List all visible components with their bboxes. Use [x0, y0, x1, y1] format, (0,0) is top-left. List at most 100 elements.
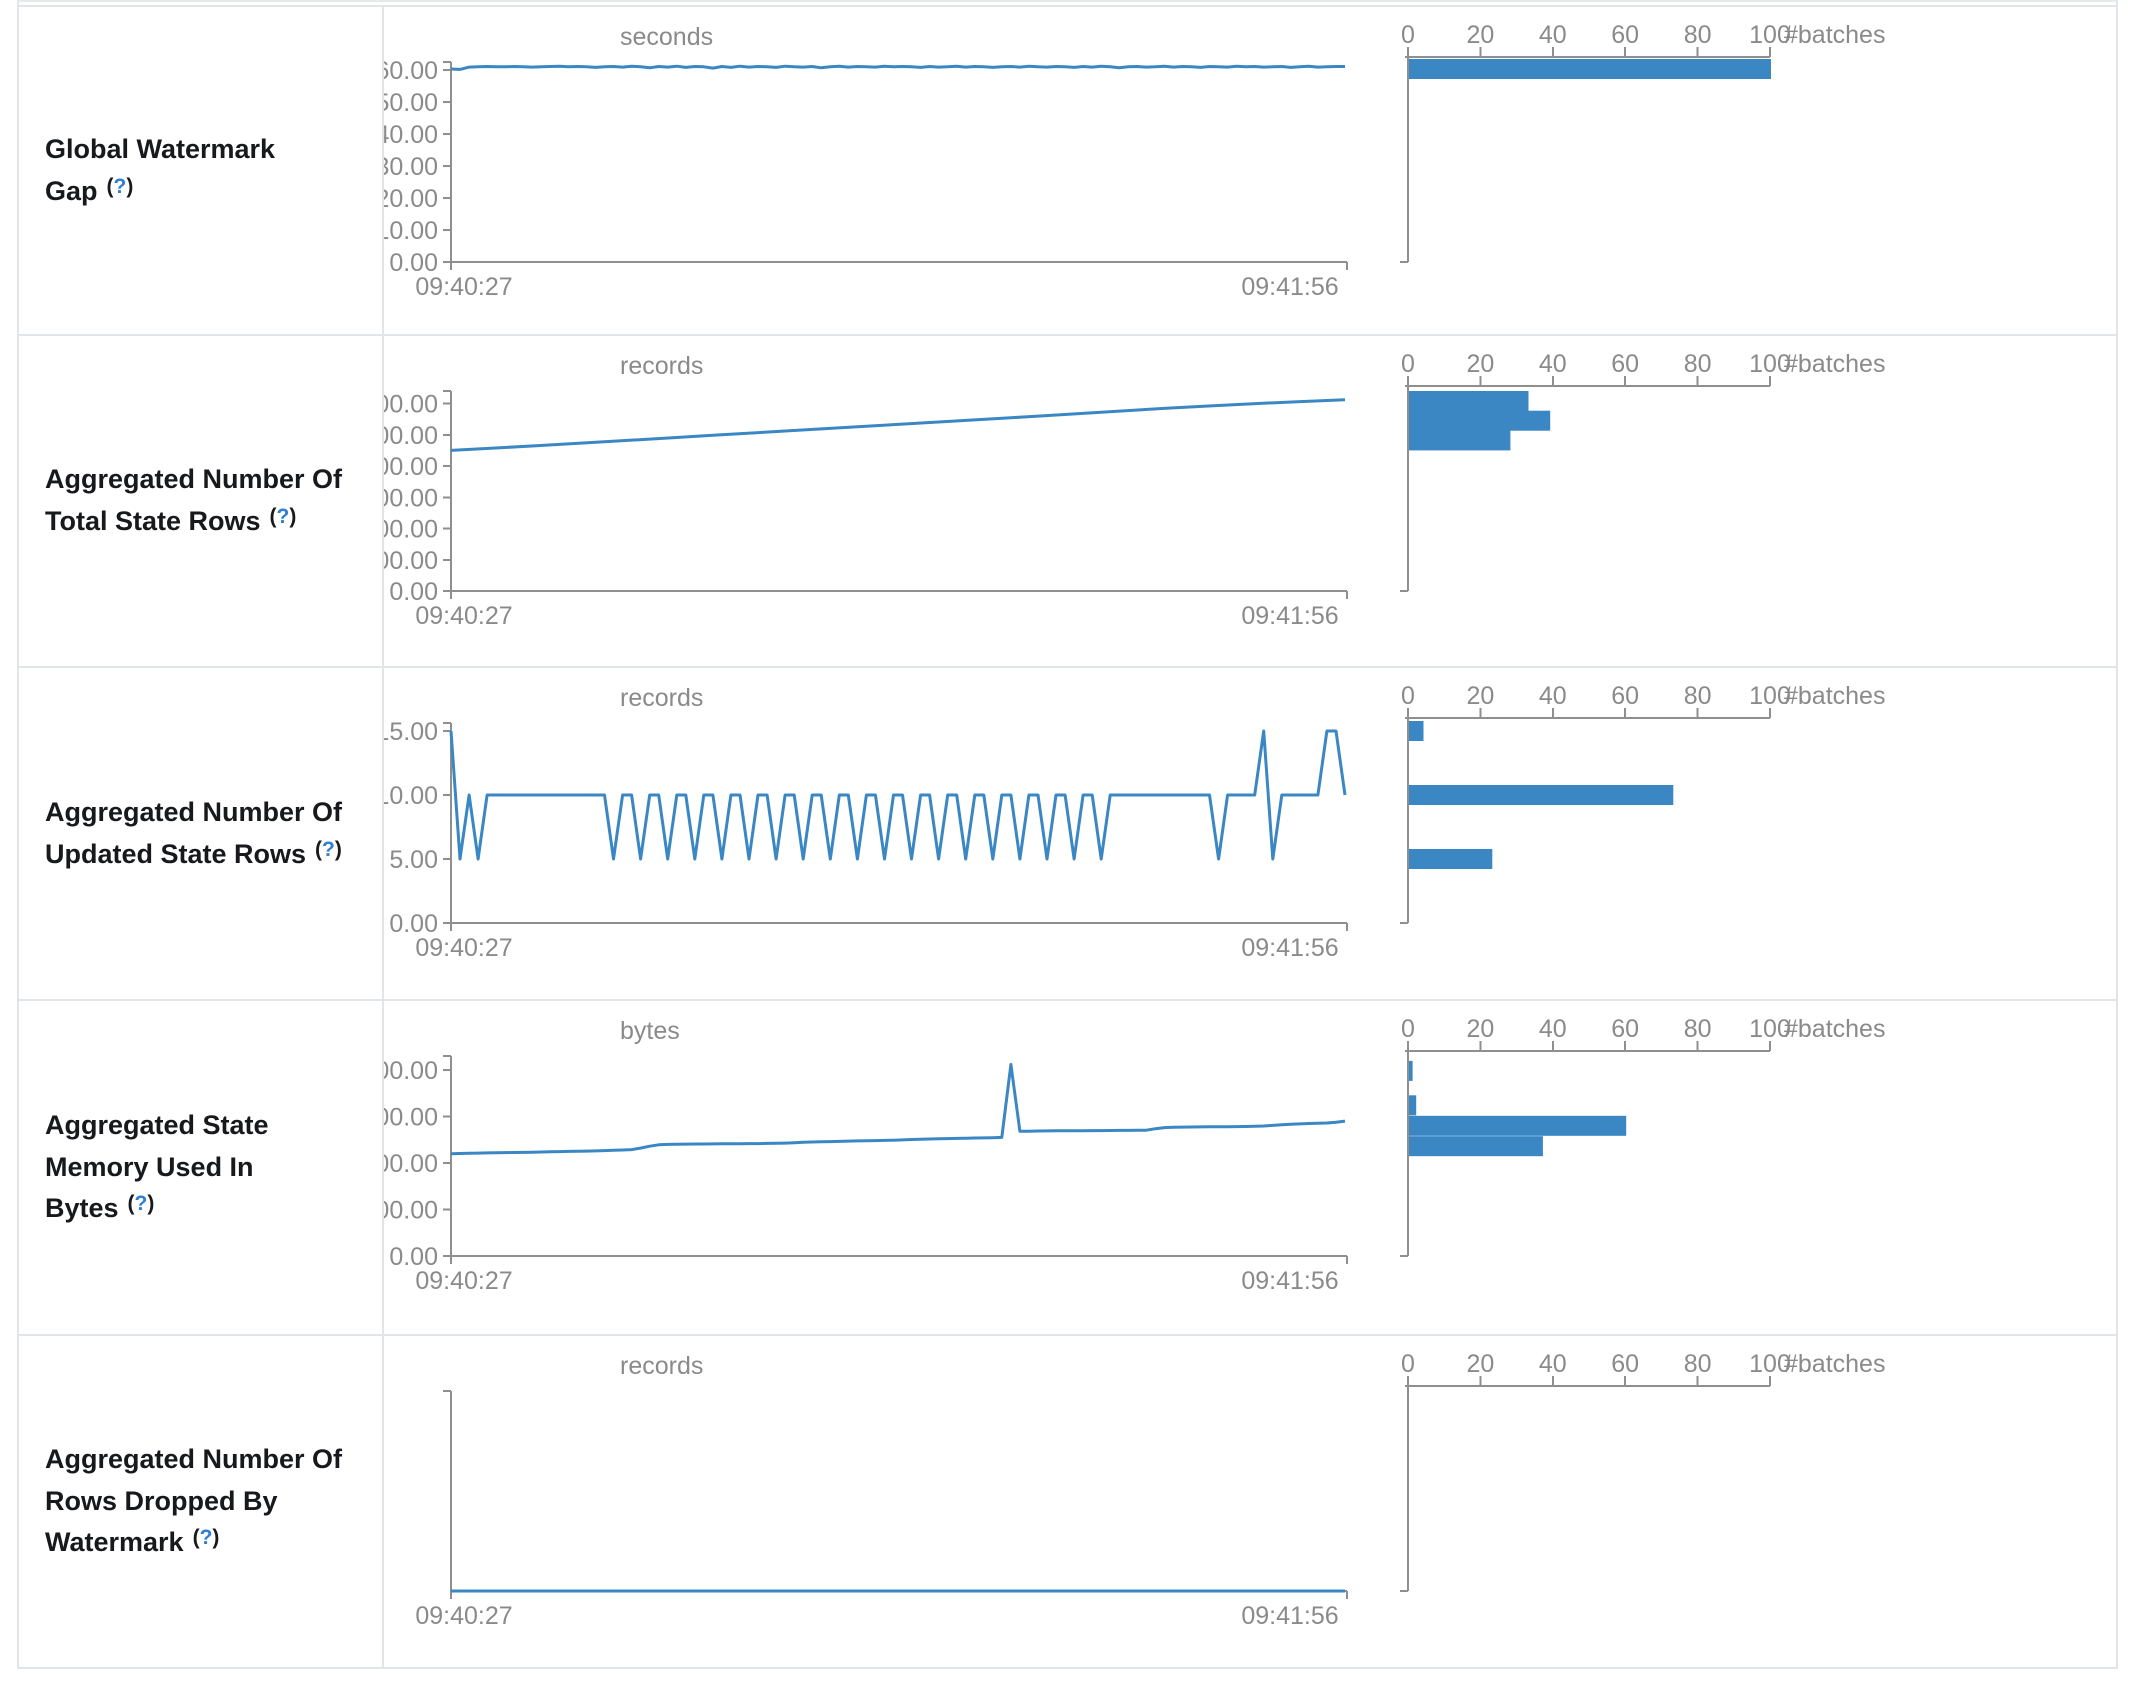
y-tick-label: 40.00	[384, 121, 438, 149]
histogram-bar	[1409, 849, 1493, 869]
histogram-bar	[1409, 410, 1551, 431]
histogram-tick-label: 0	[1401, 1350, 1415, 1378]
time-end-label: 09:41:56	[1241, 934, 1338, 962]
histogram-bar	[1409, 1136, 1543, 1157]
histogram-tick-label: 20	[1466, 682, 1494, 710]
y-tick-label: 1,500,000.00	[384, 1103, 438, 1131]
histogram-bar	[1409, 721, 1424, 741]
batches-unit-label: #batches	[1784, 21, 1885, 49]
histogram-tick-label: 80	[1684, 1350, 1712, 1378]
metric-row: Aggregated State Memory Used In Bytes (?)…	[19, 1001, 2116, 1336]
histogram-tick-label: 40	[1539, 1015, 1567, 1043]
help-paren-close: )	[147, 1192, 155, 1216]
histogram-bar	[1409, 1115, 1627, 1136]
help-marker: (?)	[270, 505, 297, 528]
time-start-label: 09:40:27	[415, 602, 512, 630]
timeline-unit-label: records	[620, 352, 703, 380]
help-paren-close: )	[289, 505, 297, 528]
help-marker: (?)	[193, 1526, 220, 1549]
histogram-chart: 0 20 40 60 80 100#batches	[1400, 1350, 1885, 1592]
row-charts-svg: records 09:40:27 09:41:56 0 20 40 60 80 100#batc…	[415, 1350, 1885, 1630]
histogram-tick-label: 100	[1749, 1015, 1791, 1043]
histogram-tick-label: 80	[1684, 21, 1712, 49]
y-tick-label: 1,000,000.00	[384, 1150, 438, 1178]
time-start-label: 09:40:27	[415, 1602, 512, 1630]
help-paren-close: )	[126, 174, 134, 198]
y-tick-label: 60.00	[384, 57, 438, 85]
batches-unit-label: #batches	[1784, 1015, 1885, 1043]
histogram-tick-label: 100	[1749, 1350, 1791, 1378]
histogram-tick-label: 40	[1539, 1350, 1567, 1378]
streaming-metrics-table: Global Watermark Gap(?)seconds60.0050.00…	[17, 0, 2118, 1669]
help-paren-open: (	[106, 174, 114, 198]
y-tick-label: 500.00	[384, 547, 438, 575]
histogram-tick-label: 100	[1749, 350, 1791, 378]
y-tick-label: 15.00	[384, 718, 438, 746]
histogram-tick-label: 0	[1401, 682, 1415, 710]
metric-label: Aggregated Number Of Updated State Rows(…	[45, 792, 364, 876]
help-marker: (?)	[107, 175, 134, 198]
help-link[interactable]: ?	[322, 837, 335, 861]
histogram-tick-label: 20	[1466, 1015, 1494, 1043]
metric-label-cell: Aggregated Number Of Total State Rows (?)	[19, 336, 384, 666]
help-link[interactable]: ?	[199, 1526, 213, 1550]
row-charts-svg: seconds 60.00 50.00 40.00 30.00 20.00 10.00 0.0…	[384, 21, 1885, 301]
metric-row: Aggregated Number Of Rows Dropped By Wat…	[19, 1336, 2116, 1667]
y-tick-label: 10.00	[384, 217, 438, 245]
histogram-tick-label: 20	[1466, 1350, 1494, 1378]
histogram-tick-label: 80	[1684, 350, 1712, 378]
time-start-label: 09:40:27	[415, 1267, 512, 1295]
timeline-unit-label: bytes	[620, 1017, 680, 1045]
metric-label: Aggregated Number Of Rows Dropped By Wat…	[45, 1439, 364, 1565]
metric-title: Aggregated Number Of Total State Rows	[45, 464, 343, 536]
metric-row: Aggregated Number Of Updated State Rows(…	[19, 668, 2116, 1001]
timeline-chart: seconds 60.00 50.00 40.00 30.00 20.00 10.00 0.0…	[384, 23, 1348, 301]
histogram-tick-label: 40	[1539, 350, 1567, 378]
histogram-bar	[1409, 1095, 1417, 1116]
metric-label-cell: Aggregated Number Of Rows Dropped By Wat…	[19, 1336, 384, 1667]
histogram-bar	[1409, 430, 1511, 451]
batches-unit-label: #batches	[1784, 1350, 1885, 1378]
help-paren-open: (	[269, 505, 277, 528]
help-link[interactable]: ?	[134, 1192, 148, 1216]
help-paren-open: (	[315, 837, 323, 861]
time-end-label: 09:41:56	[1241, 273, 1338, 301]
metric-title: Aggregated State Memory Used In Bytes	[45, 1109, 269, 1224]
y-tick-label: 3,000.00	[384, 391, 438, 419]
histogram-bar	[1409, 1060, 1413, 1081]
metric-rows-host: Global Watermark Gap(?)seconds60.0050.00…	[19, 7, 2116, 1667]
metric-label: Global Watermark Gap (?)	[45, 129, 364, 213]
histogram-tick-label: 60	[1611, 21, 1639, 49]
row-charts-svg: records 3,000.00 2,500.00 2,000.00 1,500.00 1…	[384, 350, 1885, 630]
histogram-bar	[1409, 391, 1529, 411]
histogram-tick-label: 0	[1401, 21, 1415, 49]
timeline-line	[450, 398, 1346, 452]
histogram-tick-label: 100	[1749, 682, 1791, 710]
histogram-tick-label: 60	[1611, 1350, 1639, 1378]
timeline-chart: records 3,000.00 2,500.00 2,000.00 1,500.00 1…	[384, 352, 1348, 630]
metric-title: Aggregated Number Of Rows Dropped By Wat…	[45, 1443, 343, 1558]
histogram-tick-label: 100	[1749, 21, 1791, 49]
y-tick-label: 10.00	[384, 782, 438, 810]
y-tick-label: 1,500.00	[384, 484, 438, 512]
y-tick-label: 0.00	[389, 910, 438, 938]
y-tick-label: 2,000,000.00	[384, 1057, 438, 1085]
metric-label-cell: Aggregated State Memory Used In Bytes (?)	[19, 1001, 384, 1334]
timeline-line	[450, 1062, 1346, 1156]
time-start-label: 09:40:27	[415, 934, 512, 962]
histogram-chart: 0 20 40 60 80 100#batches	[1400, 1015, 1885, 1257]
metric-title: Aggregated Number Of Updated State Rows	[45, 796, 343, 869]
y-tick-label: 20.00	[384, 185, 438, 213]
help-link[interactable]: ?	[113, 174, 127, 198]
y-tick-label: 0.00	[389, 578, 438, 606]
help-marker: (?)	[128, 1192, 155, 1215]
histogram-tick-label: 80	[1684, 1015, 1712, 1043]
help-paren-open: (	[127, 1192, 135, 1216]
chart-cell: records 09:40:27 09:41:56 0 20 40 60 80 100 #batc…	[384, 1336, 2116, 1667]
y-tick-label: 30.00	[384, 153, 438, 181]
row-charts-svg: bytes 2,000,000.00 1,500,000.00 1,000,000.0…	[384, 1015, 1885, 1295]
help-paren-open: (	[192, 1526, 200, 1550]
metric-label-cell: Global Watermark Gap (?)	[19, 7, 384, 334]
help-link[interactable]: ?	[276, 505, 290, 528]
